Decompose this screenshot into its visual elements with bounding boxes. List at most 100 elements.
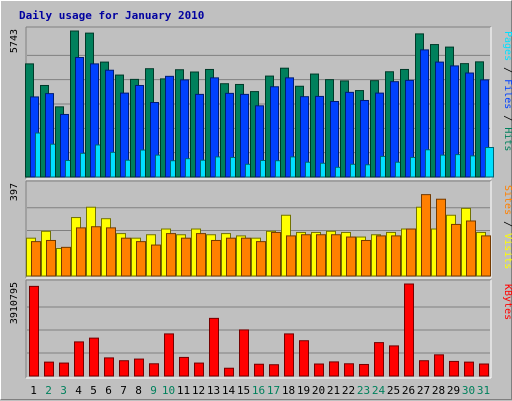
bar-files-day-19 [300,96,309,178]
bar-files-day-13 [210,77,219,178]
bar-sites-day-13 [211,239,221,277]
bar-sites-day-20 [316,234,326,277]
bar-kbytes-day-6 [104,357,114,377]
bar-kbytes-day-12 [194,362,204,377]
day-label-19: 19 [297,384,310,397]
bar-sites-day-29 [451,223,461,277]
bar-sites-day-21 [331,234,341,277]
day-label-29: 29 [447,384,460,397]
bar-kbytes-day-23 [359,363,369,377]
legend-item-sites: Sites [502,185,512,215]
bar-sites-day-10 [166,233,176,277]
legend-item-files: Files [502,79,512,109]
day-label-7: 7 [120,384,127,397]
bar-files-day-14 [225,92,234,178]
legend-hits-files-pages: Pages / Files / Hits [502,31,512,151]
day-label-8: 8 [135,384,142,397]
day-label-24: 24 [372,384,386,397]
bar-sites-day-5 [91,226,101,277]
bar-kbytes-day-20 [314,363,324,377]
bar-files-day-11 [180,79,189,178]
bar-sites-day-23 [361,239,371,277]
bar-sites-day-30 [466,220,476,277]
legend-visits-sites: Sites / Visits [502,185,512,269]
bar-kbytes-day-3 [59,362,69,377]
bar-kbytes-day-21 [329,361,339,377]
panel-hits-files-pages: 5743 Pages / Files / Hits [9,26,512,180]
day-label-27: 27 [417,384,430,397]
bar-kbytes-day-4 [74,341,84,377]
day-label-1: 1 [30,384,37,397]
day-label-12: 12 [192,384,205,397]
bar-kbytes-day-13 [209,317,219,377]
bar-files-day-22 [345,91,354,178]
bar-files-day-3 [60,113,69,178]
panel-visits-sites: 397 Sites / Visits [9,180,512,279]
bar-sites-day-18 [286,235,296,277]
bar-kbytes-day-9 [149,363,159,377]
bar-kbytes-day-2 [44,361,54,377]
bar-files-day-26 [405,79,414,178]
bar-files-day-4 [75,57,84,178]
bar-kbytes-day-16 [254,363,264,377]
bar-sites-day-26 [406,228,416,277]
bar-kbytes-day-8 [134,358,144,377]
bar-kbytes-day-15 [239,329,249,377]
bar-files-day-2 [45,93,54,178]
bar-sites-day-11 [181,237,191,277]
day-label-25: 25 [387,384,400,397]
bar-files-day-18 [285,77,294,178]
bar-files-day-27 [420,49,429,178]
bar-pages-day-31 [485,147,494,178]
bar-kbytes-day-17 [269,364,279,377]
bar-sites-day-4 [76,227,86,277]
bar-sites-day-12 [196,233,206,277]
bar-sites-day-6 [106,227,116,277]
day-label-2: 2 [45,384,52,397]
bar-files-day-28 [435,61,444,178]
day-label-6: 6 [105,384,112,397]
day-label-14: 14 [222,384,236,397]
day-label-4: 4 [75,384,82,397]
bar-sites-day-14 [226,237,236,277]
day-label-18: 18 [282,384,295,397]
bar-sites-day-7 [121,237,131,277]
bar-sites-day-28 [436,198,446,277]
bar-sites-day-2 [46,239,56,277]
bar-kbytes-day-10 [164,333,174,377]
bar-files-day-20 [315,95,324,178]
bar-files-day-10 [165,75,174,178]
panel-kbytes: 3910795 KBytes [9,279,512,379]
bar-sites-day-9 [151,244,161,277]
legend-item-pages: Pages [502,31,512,61]
bar-kbytes-day-5 [89,337,99,377]
legend-item-hits: Hits [502,127,512,151]
bar-sites-day-15 [241,237,251,277]
chart-title: Daily usage for January 2010 [19,9,204,22]
y-max-label: 3910795 [9,282,20,324]
bar-files-day-7 [120,92,129,178]
bar-sites-day-22 [346,236,356,277]
legend-separator: / [502,109,512,127]
bar-kbytes-day-18 [284,333,294,377]
day-label-9: 9 [150,384,157,397]
bar-kbytes-day-26 [404,283,414,377]
bar-kbytes-day-1 [29,285,39,377]
bar-sites-day-8 [136,241,146,277]
bar-files-day-25 [390,81,399,178]
bar-files-day-30 [465,72,474,178]
bar-files-day-29 [450,65,459,178]
bar-sites-day-19 [301,234,311,277]
bar-sites-day-27 [421,194,431,277]
y-max-label: 5743 [9,29,20,53]
bar-files-day-16 [255,105,264,178]
day-label-17: 17 [267,384,280,397]
bar-sites-day-25 [391,235,401,277]
day-label-5: 5 [90,384,97,397]
day-label-26: 26 [402,384,415,397]
legend-separator: / [502,61,512,79]
legend-item-visits: Visits [502,233,512,269]
day-label-13: 13 [207,384,220,397]
